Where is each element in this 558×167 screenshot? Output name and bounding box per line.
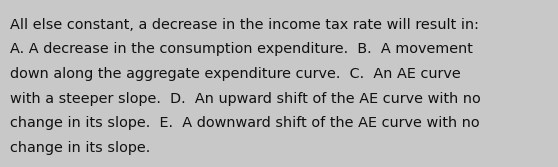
Text: change in its slope.  E.  A downward shift of the AE curve with no: change in its slope. E. A downward shift… xyxy=(10,116,480,130)
Text: A. A decrease in the consumption expenditure.  B.  A movement: A. A decrease in the consumption expendi… xyxy=(10,42,473,56)
Text: with a steeper slope.  D.  An upward shift of the AE curve with no: with a steeper slope. D. An upward shift… xyxy=(10,92,481,106)
Text: down along the aggregate expenditure curve.  C.  An AE curve: down along the aggregate expenditure cur… xyxy=(10,67,461,81)
Text: change in its slope.: change in its slope. xyxy=(10,141,150,155)
Text: All else constant, a decrease in the income tax rate will result in:: All else constant, a decrease in the inc… xyxy=(10,18,479,32)
